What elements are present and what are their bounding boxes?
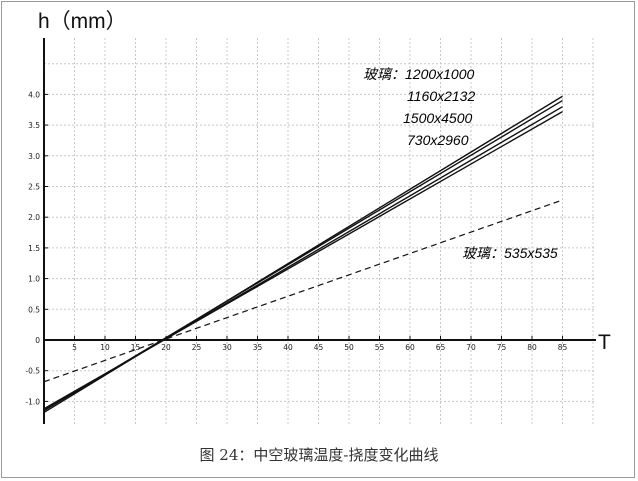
ticks: 5 10 15 20 25 30 35 40 45 50 55 60 65 70 75 80 85 4.0 3.5 3… bbox=[25, 90, 567, 406]
x-tick-label: 70 bbox=[466, 343, 476, 352]
series-lines bbox=[43, 95, 563, 414]
y-tick-label: -1.0 bbox=[25, 397, 40, 406]
x-tick-label: 5 bbox=[72, 343, 77, 352]
y-tick-label: 2.5 bbox=[28, 183, 40, 192]
y-tick-label: 0 bbox=[35, 336, 40, 345]
x-tick-label: 80 bbox=[527, 343, 537, 352]
y-tick-label: 3.5 bbox=[28, 121, 40, 130]
x-tick-label: 60 bbox=[405, 343, 415, 352]
x-tick-label: 35 bbox=[253, 343, 263, 352]
x-tick-label: 30 bbox=[222, 343, 232, 352]
x-tick-label: 85 bbox=[558, 343, 568, 352]
series-labels: 玻璃：1200x1000 1160x2132 1500x4500 730x296… bbox=[363, 66, 558, 261]
series-line-730x2960 bbox=[43, 110, 563, 410]
annotation-1500x4500: 1500x4500 bbox=[403, 110, 473, 126]
series-line-535x535 bbox=[43, 199, 563, 383]
grid bbox=[44, 38, 596, 424]
x-tick-label: 55 bbox=[375, 343, 385, 352]
y-tick-label: 4.0 bbox=[28, 90, 40, 99]
x-tick-label: 10 bbox=[100, 343, 110, 352]
annotation-1160x2132: 1160x2132 bbox=[407, 88, 475, 104]
y-tick-label: 1.0 bbox=[28, 275, 40, 284]
y-tick-label: 0.5 bbox=[28, 305, 40, 314]
x-tick-label: 20 bbox=[161, 343, 171, 352]
figure-caption: 图 24：中空玻璃温度-挠度变化曲线 bbox=[199, 446, 439, 464]
y-tick-label: -0.5 bbox=[25, 367, 40, 376]
chart: 5 10 15 20 25 30 35 40 45 50 55 60 65 70 75 80 85 4.0 3.5 3… bbox=[25, 10, 611, 424]
x-tick-label: 75 bbox=[497, 343, 507, 352]
y-axis-label: h（mm） bbox=[38, 10, 127, 33]
annotation-1200x1000: 玻璃：1200x1000 bbox=[363, 66, 475, 82]
annotation-730x2960: 730x2960 bbox=[407, 132, 469, 148]
x-tick-label: 50 bbox=[344, 343, 354, 352]
x-tick-label: 65 bbox=[436, 343, 446, 352]
x-axis-label: T bbox=[598, 331, 611, 354]
x-tick-label: 45 bbox=[314, 343, 324, 352]
x-tick-label: 25 bbox=[192, 343, 202, 352]
y-tick-label: 3.0 bbox=[28, 152, 40, 161]
y-tick-label: 1.5 bbox=[28, 244, 40, 253]
x-tick-label: 15 bbox=[131, 343, 141, 352]
annotation-535x535: 玻璃：535x535 bbox=[462, 245, 558, 261]
x-tick-label: 40 bbox=[283, 343, 293, 352]
axes bbox=[43, 38, 596, 424]
y-tick-label: 2.0 bbox=[28, 213, 40, 222]
